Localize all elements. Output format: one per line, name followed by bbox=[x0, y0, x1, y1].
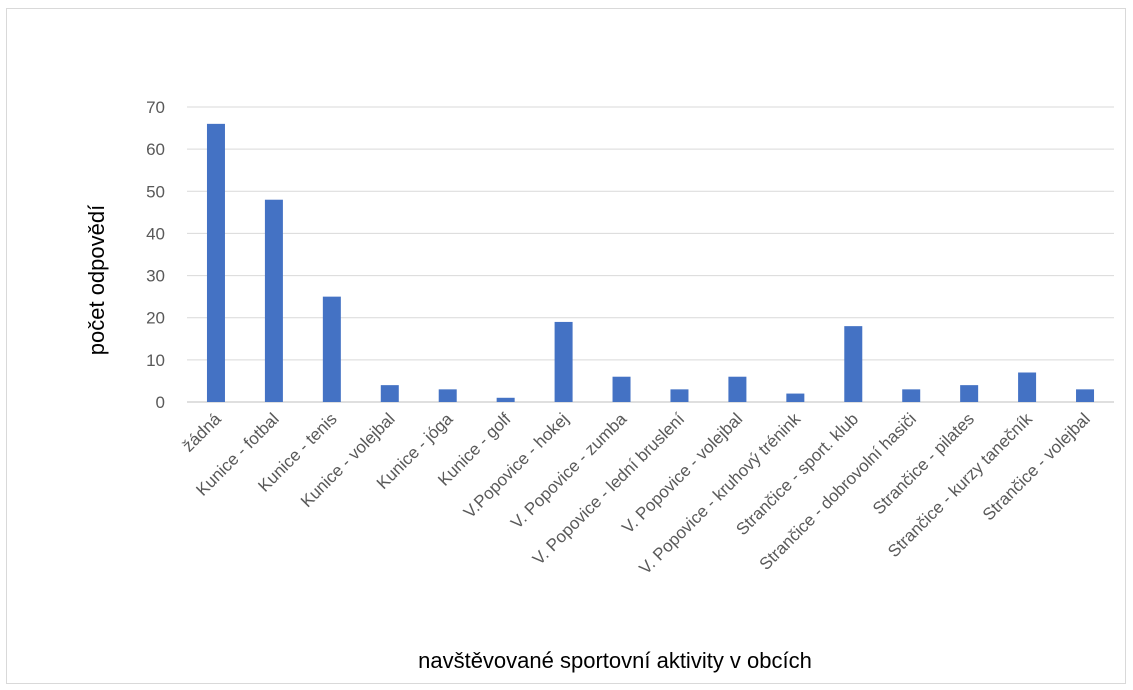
bar bbox=[322, 296, 341, 402]
y-tick-label: 50 bbox=[146, 182, 165, 201]
bar bbox=[844, 326, 863, 402]
y-tick-label: 60 bbox=[146, 140, 165, 159]
x-tick-label: Strančice - pilates bbox=[869, 409, 978, 518]
bar bbox=[1018, 372, 1037, 402]
x-axis-title: navštěvované sportovní aktivity v obcích bbox=[418, 648, 812, 673]
y-tick-label: 70 bbox=[146, 98, 165, 117]
x-tick-label: žádná bbox=[179, 409, 226, 456]
bar bbox=[960, 385, 979, 402]
bar bbox=[670, 389, 689, 402]
y-tick-label: 40 bbox=[146, 224, 165, 243]
y-axis-title: počet odpovědí bbox=[84, 205, 109, 355]
x-tick-label: Strančice - volejbal bbox=[979, 409, 1094, 524]
y-tick-label: 30 bbox=[146, 267, 165, 286]
y-tick-labels: 0 10 20 30 40 50 60 70 bbox=[146, 98, 165, 412]
gridlines bbox=[187, 106, 1114, 403]
y-tick-label: 0 bbox=[156, 393, 165, 412]
bar bbox=[728, 376, 747, 402]
bar bbox=[496, 397, 515, 402]
bar bbox=[264, 199, 283, 402]
bar bbox=[902, 389, 921, 402]
x-tick-label: V.Popovice - hokej bbox=[460, 409, 573, 522]
y-tick-label: 20 bbox=[146, 309, 165, 328]
bar bbox=[206, 123, 225, 402]
bar bbox=[786, 393, 805, 402]
bars bbox=[206, 123, 1095, 402]
y-tick-label: 10 bbox=[146, 351, 165, 370]
bar bbox=[554, 321, 573, 402]
bar bbox=[380, 385, 399, 402]
bar bbox=[612, 376, 631, 402]
bar bbox=[438, 389, 457, 402]
bar bbox=[1076, 389, 1095, 402]
